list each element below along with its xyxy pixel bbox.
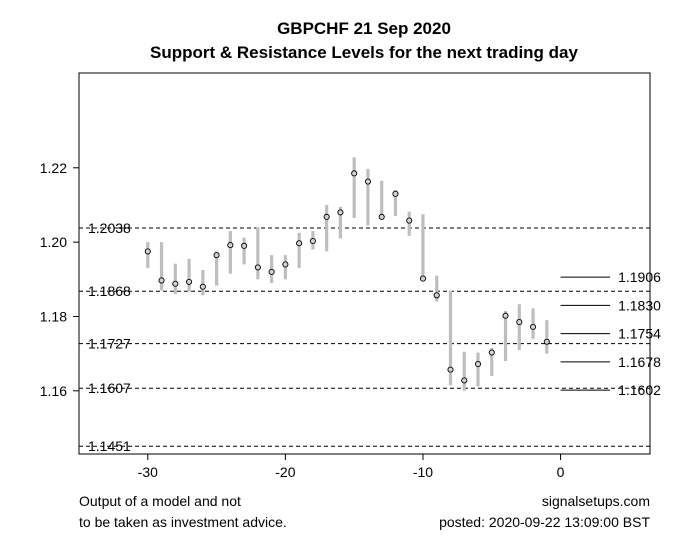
close-point: [378, 213, 385, 220]
close-point: [529, 323, 537, 330]
bars-layer: [144, 157, 550, 391]
level-label: 1.1868: [88, 283, 131, 299]
close-point: [186, 278, 193, 285]
level-label: 1.1727: [88, 336, 131, 352]
close-point: [296, 240, 303, 247]
level-label: 1.2038: [88, 220, 131, 236]
forecast-label: 1.1602: [618, 382, 661, 398]
level-label: 1.1607: [88, 380, 131, 396]
close-point: [406, 217, 413, 224]
close-point: [144, 248, 151, 255]
level-label: 1.1451: [88, 438, 131, 454]
close-point: [337, 209, 344, 216]
y-tick-label: 1.16: [40, 383, 67, 399]
levels-layer: 1.2038 1.1868 1.1727 1.1607 1.1451 1.1906 1.18…: [79, 220, 661, 454]
close-point: [488, 349, 495, 356]
posted-timestamp: posted: 2020-09-22 13:09:00 BST: [439, 514, 650, 530]
close-point: [254, 264, 261, 271]
close-point: [282, 261, 289, 268]
close-point: [474, 360, 482, 368]
disclaimer-line-2: to be taken as investment advice.: [79, 514, 287, 530]
close-point: [419, 275, 427, 282]
close-point: [172, 280, 179, 287]
axes-layer: 1.16 1.18 1.20 1.22 -30 -20 -10 0: [40, 72, 651, 480]
close-point: [241, 242, 248, 249]
forecast-label: 1.1754: [618, 326, 661, 342]
chart-subtitle: Support & Resistance Levels for the next…: [150, 43, 578, 62]
close-point: [227, 242, 234, 249]
disclaimer-line-1: Output of a model and not: [79, 493, 241, 509]
close-point: [158, 277, 165, 284]
close-point: [268, 268, 275, 275]
close-point: [364, 178, 371, 185]
close-point: [516, 318, 523, 326]
forecast-label: 1.1830: [618, 297, 661, 313]
chart-title: GBPCHF 21 Sep 2020: [277, 19, 451, 38]
close-point: [309, 237, 316, 245]
close-point: [543, 338, 550, 345]
y-tick-label: 1.22: [40, 160, 67, 176]
close-point: [447, 366, 454, 373]
close-point: [502, 312, 509, 319]
x-tick-label: 0: [557, 464, 565, 480]
site-credit: signalsetups.com: [542, 493, 650, 509]
close-point: [213, 252, 220, 259]
plot-frame: [78, 72, 651, 455]
x-tick-label: -20: [275, 464, 295, 480]
y-tick-label: 1.18: [40, 308, 67, 324]
close-point: [199, 283, 206, 290]
close-point: [461, 377, 468, 384]
close-point: [323, 213, 330, 220]
x-tick-label: -30: [138, 464, 158, 480]
close-point: [392, 190, 399, 197]
forecast-label: 1.1678: [618, 354, 661, 370]
forecast-label: 1.1906: [618, 269, 661, 285]
close-point: [433, 292, 440, 299]
y-tick-label: 1.20: [40, 234, 67, 250]
close-point: [351, 170, 358, 177]
x-tick-label: -10: [413, 464, 433, 480]
